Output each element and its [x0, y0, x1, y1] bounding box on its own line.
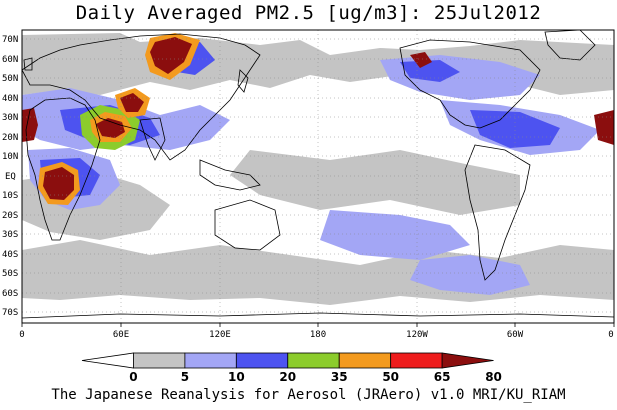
colorbar-level-label: 10 — [228, 370, 245, 384]
map-title: Daily Averaged PM2.5 [ug/m3]: 25Jul2012 — [75, 2, 542, 24]
lat-label: 50N — [2, 74, 18, 84]
colorbar-level-label: 80 — [485, 370, 502, 384]
lon-label: 120W — [406, 330, 428, 340]
footer-caption: The Japanese Reanalysis for Aerosol (JRA… — [51, 387, 566, 403]
colorbar-segment — [338, 352, 392, 369]
lon-label: 180 — [310, 330, 326, 340]
colorbar-level-label: 5 — [181, 370, 189, 384]
map-panel — [21, 29, 615, 327]
pm25-shading — [22, 33, 614, 305]
lat-label: 70N — [2, 35, 18, 45]
colorbar-segment — [287, 352, 340, 369]
colorbar-level-label: 0 — [129, 370, 137, 384]
lat-label: 30S — [2, 230, 18, 240]
lon-label: 0 — [19, 330, 24, 340]
lat-label: 60S — [2, 289, 18, 299]
colorbar-segment — [184, 352, 237, 369]
colorbar-segment — [441, 352, 494, 369]
lat-label: EQ — [5, 172, 16, 182]
latitude-labels: 70N 60N 50N 40N 30N 20N 10N EQ 10S 20S 3… — [2, 35, 18, 318]
lat-label: 40N — [2, 94, 18, 104]
lat-label: 40S — [2, 250, 18, 260]
lat-label: 10N — [2, 152, 18, 162]
colorbar-level-label: 35 — [331, 370, 348, 384]
colorbar-segment — [235, 352, 289, 369]
colorbar-level-label: 65 — [434, 370, 451, 384]
lat-label: 60N — [2, 55, 18, 65]
graticule — [22, 30, 614, 323]
lon-label: 60W — [507, 330, 524, 340]
longitude-labels: 0 60E 120E 180 120W 60W 0 — [19, 330, 613, 340]
coastlines — [21, 29, 615, 319]
lat-label: 70S — [2, 308, 18, 318]
colorbar-segment — [390, 352, 443, 369]
colorbar-labels: 0 5 10 20 35 50 65 80 — [129, 370, 502, 384]
lat-label: 20N — [2, 133, 18, 143]
pm25-map: 70N 60N 50N 40N 30N 20N 10N EQ 10S 20S 3… — [2, 29, 615, 384]
lat-label: 30N — [2, 113, 18, 123]
lat-label: 10S — [2, 191, 18, 201]
lon-label: 120E — [209, 330, 231, 340]
colorbar-level-label: 50 — [382, 370, 399, 384]
lat-label: 50S — [2, 269, 18, 279]
colorbar-level-label: 20 — [279, 370, 296, 384]
colorbar-segment — [133, 352, 186, 369]
axis-ticks — [21, 323, 615, 327]
lat-label: 20S — [2, 211, 18, 221]
colorbar-segment — [81, 352, 134, 369]
lon-label: 0 — [608, 330, 613, 340]
lon-label: 60E — [113, 330, 129, 340]
colorbar — [81, 352, 494, 369]
